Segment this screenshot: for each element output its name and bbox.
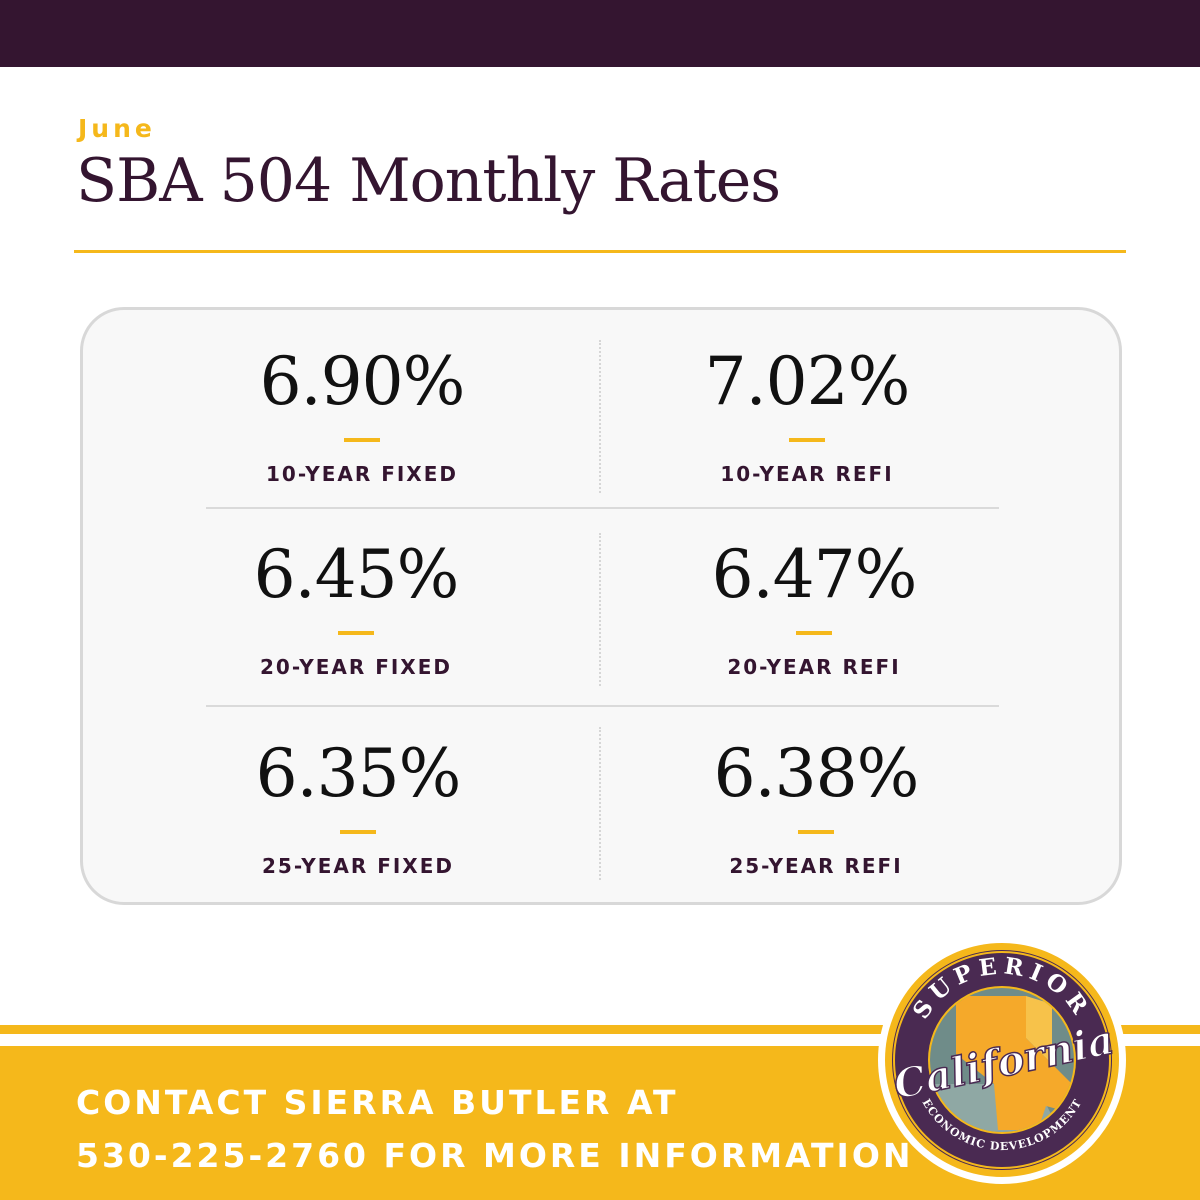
rate-10-year-refi: 7.02% 10-YEAR REFI bbox=[627, 342, 987, 486]
superior-california-logo: SUPERIOR ECONOMIC DEVELOPMENT California bbox=[878, 936, 1126, 1184]
rate-20-year-fixed: 6.45% 20-YEAR FIXED bbox=[176, 535, 536, 679]
rate-label: 20-YEAR REFI bbox=[727, 655, 901, 679]
page-title: SBA 504 Monthly Rates bbox=[76, 146, 781, 216]
rate-label: 10-YEAR FIXED bbox=[266, 462, 458, 486]
contact-line-1: CONTACT SIERRA BUTLER AT bbox=[76, 1083, 679, 1122]
rate-label: 20-YEAR FIXED bbox=[260, 655, 452, 679]
top-banner bbox=[0, 0, 1200, 67]
rate-value: 6.38% bbox=[713, 735, 920, 812]
rate-10-year-fixed: 6.90% 10-YEAR FIXED bbox=[182, 342, 542, 486]
title-divider bbox=[74, 250, 1126, 253]
rate-label: 25-YEAR FIXED bbox=[262, 854, 454, 878]
accent-dash bbox=[340, 830, 376, 834]
rate-25-year-fixed: 6.35% 25-YEAR FIXED bbox=[178, 734, 538, 878]
rate-25-year-refi: 6.38% 25-YEAR REFI bbox=[636, 734, 996, 878]
column-divider bbox=[599, 340, 601, 493]
row-divider bbox=[206, 705, 999, 707]
rate-20-year-refi: 6.47% 20-YEAR REFI bbox=[634, 535, 994, 679]
accent-dash bbox=[789, 438, 825, 442]
accent-dash bbox=[798, 830, 834, 834]
rate-value: 6.35% bbox=[255, 735, 462, 812]
rate-value: 6.45% bbox=[253, 536, 460, 613]
row-divider bbox=[206, 507, 999, 509]
rate-value: 6.47% bbox=[711, 536, 918, 613]
rate-label: 10-YEAR REFI bbox=[720, 462, 894, 486]
accent-dash bbox=[796, 631, 832, 635]
accent-dash bbox=[338, 631, 374, 635]
accent-dash bbox=[344, 438, 380, 442]
footer-stripe bbox=[0, 1025, 1200, 1034]
contact-info: CONTACT SIERRA BUTLER AT 530-225-2760 FO… bbox=[76, 1076, 914, 1182]
month-label: June bbox=[78, 114, 156, 143]
rate-value: 7.02% bbox=[704, 343, 911, 420]
rate-label: 25-YEAR REFI bbox=[729, 854, 903, 878]
column-divider bbox=[599, 727, 601, 880]
contact-line-2: 530-225-2760 FOR MORE INFORMATION bbox=[76, 1136, 914, 1175]
rate-value: 6.90% bbox=[259, 343, 466, 420]
rates-card bbox=[80, 307, 1122, 905]
column-divider bbox=[599, 533, 601, 686]
